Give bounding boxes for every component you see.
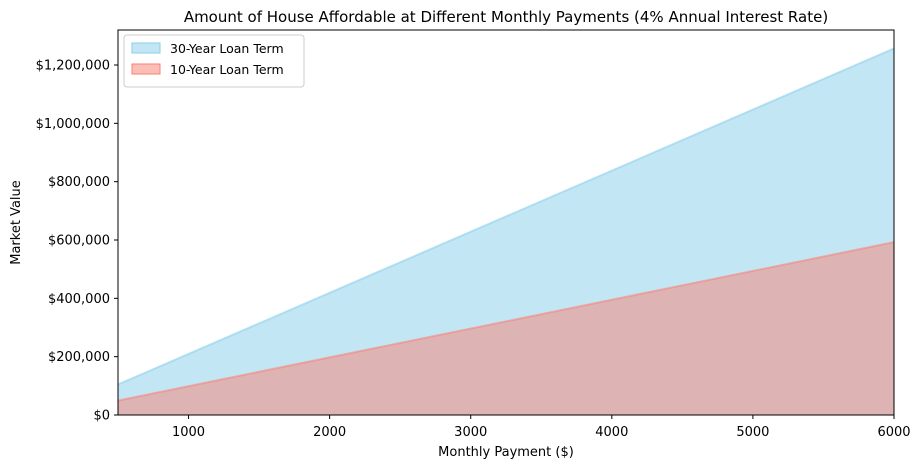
legend-label-10-year: 10-Year Loan Term bbox=[170, 62, 284, 77]
y-tick-label: $400,000 bbox=[48, 292, 110, 307]
y-tick-label: $1,200,000 bbox=[36, 59, 110, 74]
legend-swatch-30-year bbox=[131, 42, 161, 54]
legend-swatch-10-year bbox=[131, 63, 161, 75]
legend-label-30-year: 30-Year Loan Term bbox=[170, 41, 284, 56]
y-tick-label: $800,000 bbox=[48, 175, 110, 190]
x-axis: 1000 2000 3000 4000 5000 6000 bbox=[172, 415, 911, 440]
y-tick-label: $1,000,000 bbox=[36, 117, 110, 132]
legend: 30-Year Loan Term 10-Year Loan Term bbox=[123, 34, 305, 88]
x-tick-label: 5000 bbox=[736, 425, 769, 440]
chart-title: Amount of House Affordable at Different … bbox=[184, 8, 828, 26]
y-tick-label: $0 bbox=[93, 409, 110, 424]
x-tick-label: 4000 bbox=[595, 425, 628, 440]
x-tick-label: 3000 bbox=[454, 425, 487, 440]
y-tick-label: $600,000 bbox=[48, 234, 110, 249]
x-tick-label: 2000 bbox=[313, 425, 346, 440]
y-tick-label: $200,000 bbox=[48, 350, 110, 365]
plot-frame bbox=[117, 29, 895, 416]
y-axis: $0 $200,000 $400,000 $600,000 $800,000 $1,000… bbox=[36, 59, 118, 424]
x-tick-label: 6000 bbox=[877, 425, 910, 440]
area-line-series-0 bbox=[117, 47, 895, 386]
x-axis-label: Monthly Payment ($) bbox=[438, 445, 574, 460]
areas-layer bbox=[117, 47, 895, 416]
y-axis-label: Market Value bbox=[9, 180, 24, 265]
area-line-series-1 bbox=[117, 241, 895, 402]
legend-box bbox=[123, 34, 305, 88]
area-fill-series-1 bbox=[118, 242, 894, 415]
x-tick-label: 1000 bbox=[172, 425, 205, 440]
